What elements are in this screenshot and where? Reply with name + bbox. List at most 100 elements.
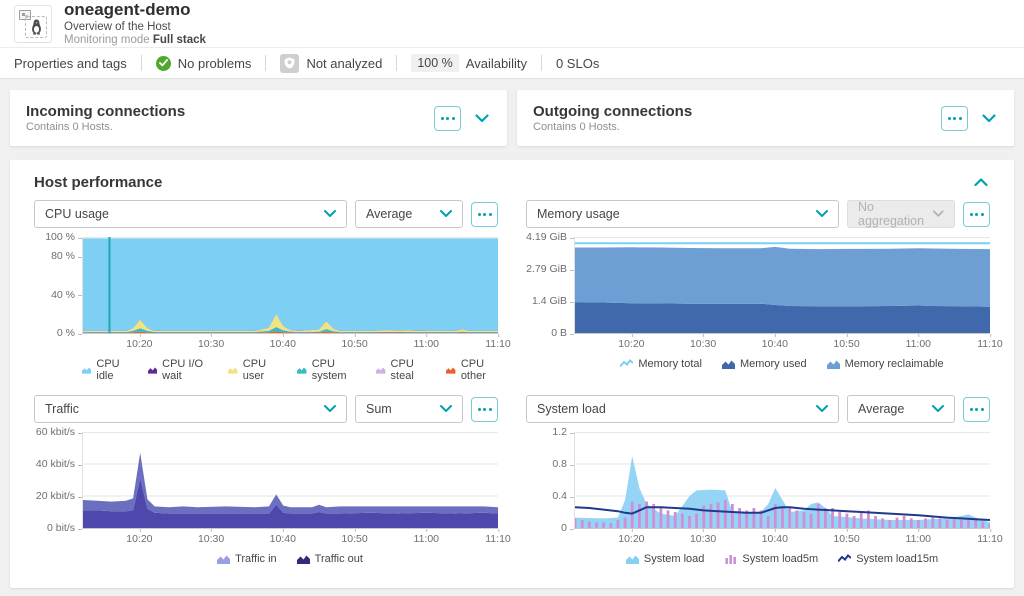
ellipsis-icon [477,407,492,411]
legend-item[interactable]: Memory used [721,358,807,371]
problems-status[interactable]: No problems [155,55,251,71]
area-swatch-icon [228,367,238,374]
legend-item[interactable]: Memory reclaimable [826,358,944,370]
cpu-chart-menu-button[interactable] [471,201,498,227]
legend-label: CPU idle [96,358,120,383]
info-bar: Properties and tags No problems Not anal… [0,48,1024,79]
slos-status[interactable]: 0 SLOs [556,56,599,71]
chevron-down-icon [816,405,828,413]
legend-label: System load15m [856,553,939,566]
traffic-metric-select[interactable]: Traffic [34,395,347,424]
incoming-connections-text: Incoming connections Contains 0 Hosts. [26,103,185,133]
legend-label: System load [643,553,705,566]
chart-module-traffic: Traffic Sum 60 kbit/s 40 kbit/s 20 kbit/s 0… [34,395,511,565]
analysis-status[interactable]: Not analyzed [280,53,382,73]
traffic-aggregation-select[interactable]: Sum [355,395,463,424]
y-tick-label: 4.19 GiB [526,231,574,244]
expand-card-button[interactable] [980,112,998,125]
availability-badge: 100 % [411,54,459,72]
x-tick-label: 10:30 [197,334,225,351]
system-load-controls: System load Average [526,395,990,424]
legend-item[interactable]: CPU user [228,358,277,382]
monitoring-mode-label: Monitoring mode [64,33,150,46]
area-swatch-icon [82,367,92,374]
legend-label: Memory used [739,358,807,371]
system-load-aggregation-select[interactable]: Average [847,395,955,424]
legend-item[interactable]: System load5m [724,553,818,565]
legend-item[interactable]: Traffic out [296,553,363,565]
memory-metric-select[interactable]: Memory usage [526,200,839,229]
traffic-chart-plot[interactable] [82,432,498,530]
cpu-chart-plot[interactable] [82,237,498,335]
area-swatch-icon [376,367,386,374]
outgoing-connections-subtitle: Contains 0 Hosts. [533,121,620,134]
legend-item[interactable]: Memory total [620,358,702,370]
chevron-down-icon [440,210,452,218]
memory-chart-plot[interactable] [574,237,990,335]
bars-swatch-icon [725,555,737,565]
x-tick-label: 10:20 [618,529,645,546]
legend-label: Traffic in [235,553,277,566]
x-tick-label: 10:30 [197,529,225,546]
legend-item[interactable]: CPU I/O wait [147,358,209,382]
memory-x-axis: 10:20 10:30 10:40 10:50 11:00 11:10 [574,334,1003,351]
x-tick-label: 11:00 [905,334,932,351]
host-performance-card: Host performance CPU usage Average 100 %… [10,160,1014,588]
cpu-chart-legend: CPU idle CPU I/O wait CPU user CPU system CP… [34,358,498,382]
legend-item[interactable]: CPU idle [82,358,128,382]
system-load-chart-menu-button[interactable] [963,396,990,422]
legend-item[interactable]: CPU steal [376,358,426,382]
y-tick-label: 0.8 [552,458,574,471]
cpu-metric-select[interactable]: CPU usage [34,200,347,229]
x-tick-label: 11:10 [977,529,1003,546]
y-tick-label: 0 % [56,327,83,340]
y-tick-label: 20 kbit/s [35,490,83,503]
chart-module-memory: Memory usage No aggregation 4.19 GiB 2.79… [526,200,1003,382]
chevron-down-icon [932,405,944,413]
system-load-x-axis: 10:20 10:30 10:40 10:50 11:00 11:10 [574,529,1003,546]
cpu-usage-svg [83,237,498,334]
cpu-x-axis: 10:20 10:30 10:40 10:50 11:00 11:10 [82,334,511,351]
cpu-y-axis: 100 % 80 % 40 % 0 % [34,231,83,339]
memory-y-axis: 4.19 GiB 2.79 GiB 1.4 GiB 0 B [526,231,575,339]
legend-item[interactable]: CPU other [446,358,498,382]
cpu-chart: 100 % 80 % 40 % 0 % 10:20 10:30 10:40 10:50 11:… [34,231,511,351]
expand-card-button[interactable] [473,112,491,125]
legend-item[interactable]: Traffic in [217,553,277,565]
y-tick-label: 40 kbit/s [35,458,83,471]
page-subtitle: Overview of the Host [64,20,171,33]
availability-label: Availability [465,55,527,71]
card-menu-button[interactable] [941,105,968,131]
memory-chart-menu-button[interactable] [963,201,990,227]
system-load-metric-select[interactable]: System load [526,395,839,424]
area-swatch-icon [826,360,840,370]
host-performance-header: Host performance [34,174,990,191]
area-swatch-icon [147,367,158,374]
incoming-connections-title: Incoming connections [26,102,186,120]
system-load-chart-plot[interactable] [574,432,990,530]
legend-item[interactable]: CPU system [297,358,356,382]
x-tick-label: 10:30 [689,334,717,351]
legend-label: CPU system [311,358,347,383]
traffic-chart: 60 kbit/s 40 kbit/s 20 kbit/s 0 bit/s 10:20… [34,426,511,546]
legend-item[interactable]: System load [625,553,705,566]
memory-usage-svg [575,237,990,334]
cpu-aggregation-select[interactable]: Average [355,200,463,229]
cpu-metric-label: CPU usage [45,207,109,222]
x-tick-label: 11:00 [413,334,440,351]
collapse-section-button[interactable] [972,176,990,189]
system-load-chart-legend: System load System load5m System load15m [526,553,990,565]
incoming-connections-subtitle: Contains 0 Hosts. [26,121,113,134]
card-actions [434,105,491,131]
legend-item[interactable]: System load15m [838,553,938,565]
y-tick-label: 100 % [45,231,82,244]
traffic-chart-menu-button[interactable] [471,396,498,422]
x-tick-label: 11:10 [485,529,511,546]
x-tick-label: 10:50 [833,529,860,546]
availability-status[interactable]: 100 % Availability [411,54,527,72]
card-menu-button[interactable] [434,105,461,131]
properties-and-tags-button[interactable]: Properties and tags [14,56,127,71]
x-tick-label: 10:30 [689,529,717,546]
ellipsis-icon [477,212,492,216]
legend-label: Memory total [638,358,702,371]
